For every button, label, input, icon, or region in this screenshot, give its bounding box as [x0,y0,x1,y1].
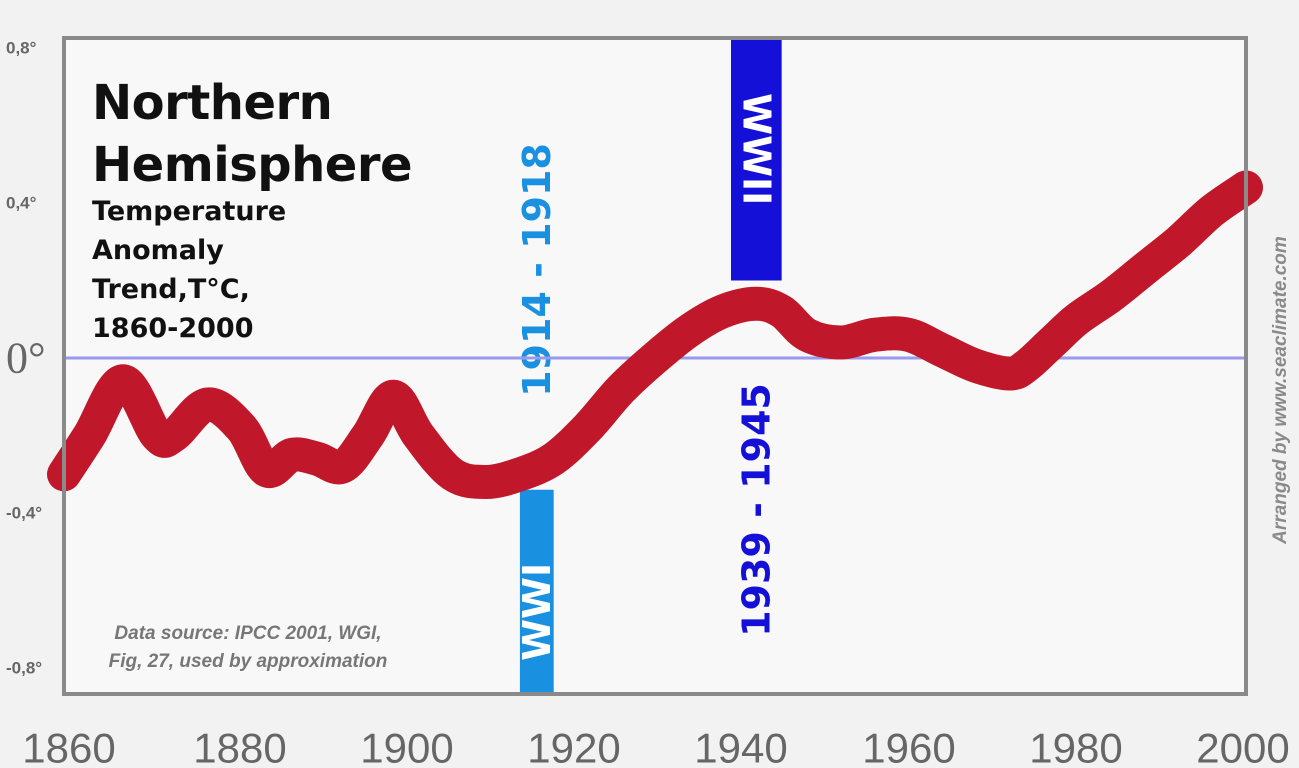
y-tick-label: -0,8° [6,659,42,678]
x-axis-ticks: 1860 1880 1900 1920 1940 1960 1980 2000 [22,725,1289,768]
x-tick-label: 1980 [1029,725,1122,768]
x-tick-label: 2000 [1196,725,1289,768]
y-axis-ticks: 0,8° 0,4° 0° -0,4° -0,8° [6,39,46,678]
title-block: Northern Hemisphere Temperature Anomaly … [92,72,413,348]
war-band-wwii [730,40,782,281]
y-tick-label: 0,8° [6,39,37,58]
x-tick-label: 1900 [360,725,453,768]
war-band-years: 1914 - 1918 [515,143,559,397]
war-band-wwi [519,489,554,694]
chart-title: Northern Hemisphere [92,75,413,193]
x-tick-label: 1880 [193,725,286,768]
series-layer [47,170,1263,499]
x-tick-label: 1940 [694,725,787,768]
x-tick-label: 1920 [527,725,620,768]
x-tick-label: 1960 [862,725,955,768]
credit-text: Arranged by www.seaclimate.com [1270,236,1291,544]
war-band-label: WWI [515,563,559,661]
war-band-label: WWII [734,93,778,205]
x-tick-label: 1860 [22,725,115,768]
data-source-note: Data source: IPCC 2001, WGI, Fig, 27, us… [108,623,388,672]
y-tick-label: 0° [6,334,46,383]
war-bands: WWI 1914 - 1918 WWII 1939 - 1945 [515,40,782,694]
y-tick-label: -0,4° [6,504,42,523]
war-band-years: 1939 - 1945 [734,383,778,637]
plot-frame [62,36,1248,696]
chart-subtitle: Temperature Anomaly Trend,T°C, 1860-2000 [92,196,287,344]
temperature-trend-line [47,170,1263,499]
y-tick-label: 0,4° [6,194,37,213]
